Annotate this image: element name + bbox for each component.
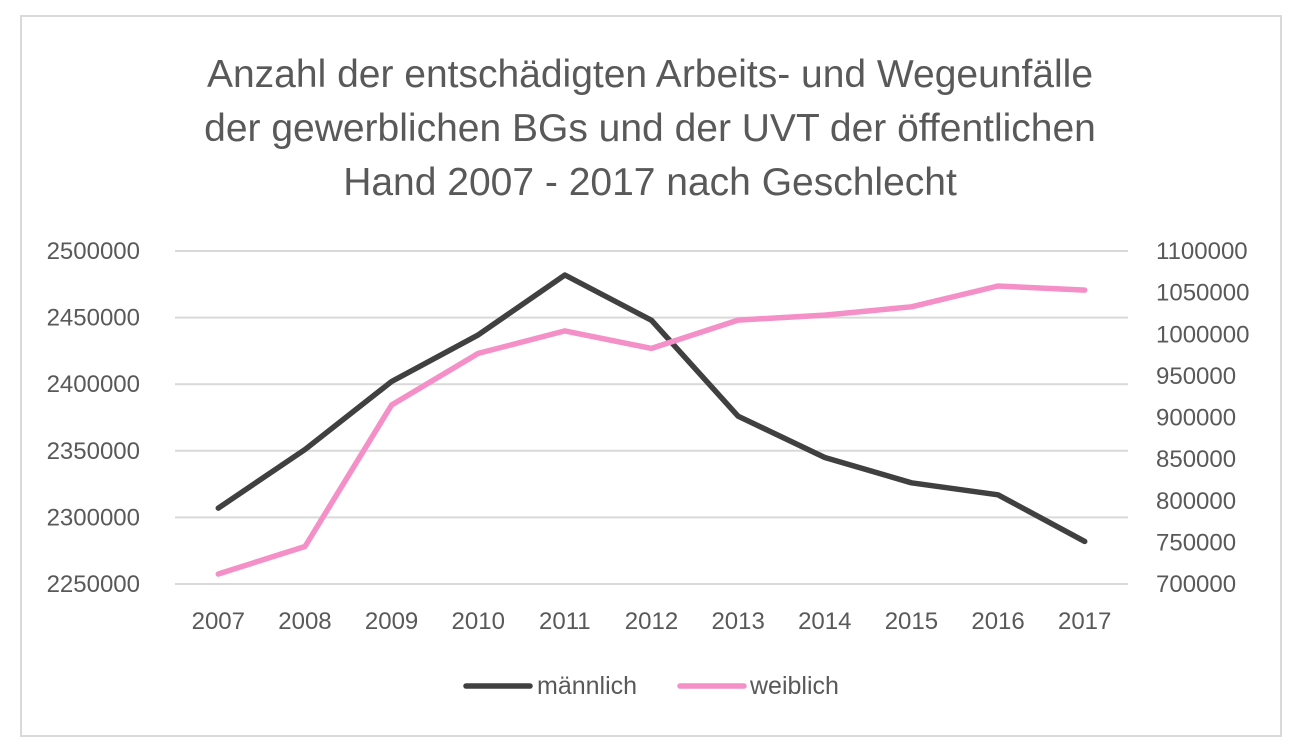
y-left-tick-label: 2500000 — [47, 238, 140, 265]
x-tick-label: 2015 — [885, 608, 938, 635]
y-right-tick-label: 800000 — [1156, 488, 1236, 515]
legend-label-weiblich: weiblich — [749, 672, 839, 700]
y-right-tick-label: 900000 — [1156, 405, 1236, 432]
chart-title-line-2: der gewerblichen BGs und der UVT der öff… — [204, 107, 1096, 150]
x-tick-label: 2012 — [625, 608, 678, 635]
chart-frame — [20, 15, 1282, 737]
series-line-maennlich — [215, 272, 1088, 545]
y-right-tick-label: 1000000 — [1156, 321, 1249, 348]
y-left-tick-label: 2350000 — [47, 438, 140, 465]
x-tick-label: 2011 — [539, 608, 591, 635]
x-tick-label: 2014 — [798, 608, 851, 635]
y-left-tick-label: 2300000 — [47, 504, 140, 531]
chart-title: Anzahl der entschädigten Arbeits- und We… — [0, 48, 1300, 210]
legend-label-maennlich: männlich — [537, 672, 637, 700]
x-tick-label: 2017 — [1058, 608, 1111, 635]
y-right-tick-label: 850000 — [1156, 446, 1236, 473]
y-left-tick-label: 2400000 — [47, 371, 140, 398]
x-tick-label: 2016 — [971, 608, 1024, 635]
y-left-tick-label: 2450000 — [47, 305, 140, 332]
x-tick-label: 2008 — [278, 608, 331, 635]
chart-title-line-3: Hand 2007 - 2017 nach Geschlecht — [343, 161, 957, 204]
y-right-tick-label: 950000 — [1156, 363, 1236, 390]
y-right-tick-label: 1050000 — [1156, 280, 1249, 307]
y-right-tick-label: 700000 — [1156, 571, 1236, 598]
x-tick-label: 2010 — [452, 608, 505, 635]
series-line-weiblich — [215, 283, 1088, 577]
chart-title-line-1: Anzahl der entschädigten Arbeits- und We… — [206, 53, 1094, 96]
y-right-tick-label: 1100000 — [1156, 238, 1248, 265]
y-left-tick-label: 2250000 — [47, 571, 140, 598]
x-tick-label: 2013 — [711, 608, 764, 635]
x-tick-label: 2009 — [365, 608, 418, 635]
x-tick-label: 2007 — [192, 608, 245, 635]
y-right-tick-label: 750000 — [1156, 529, 1236, 556]
